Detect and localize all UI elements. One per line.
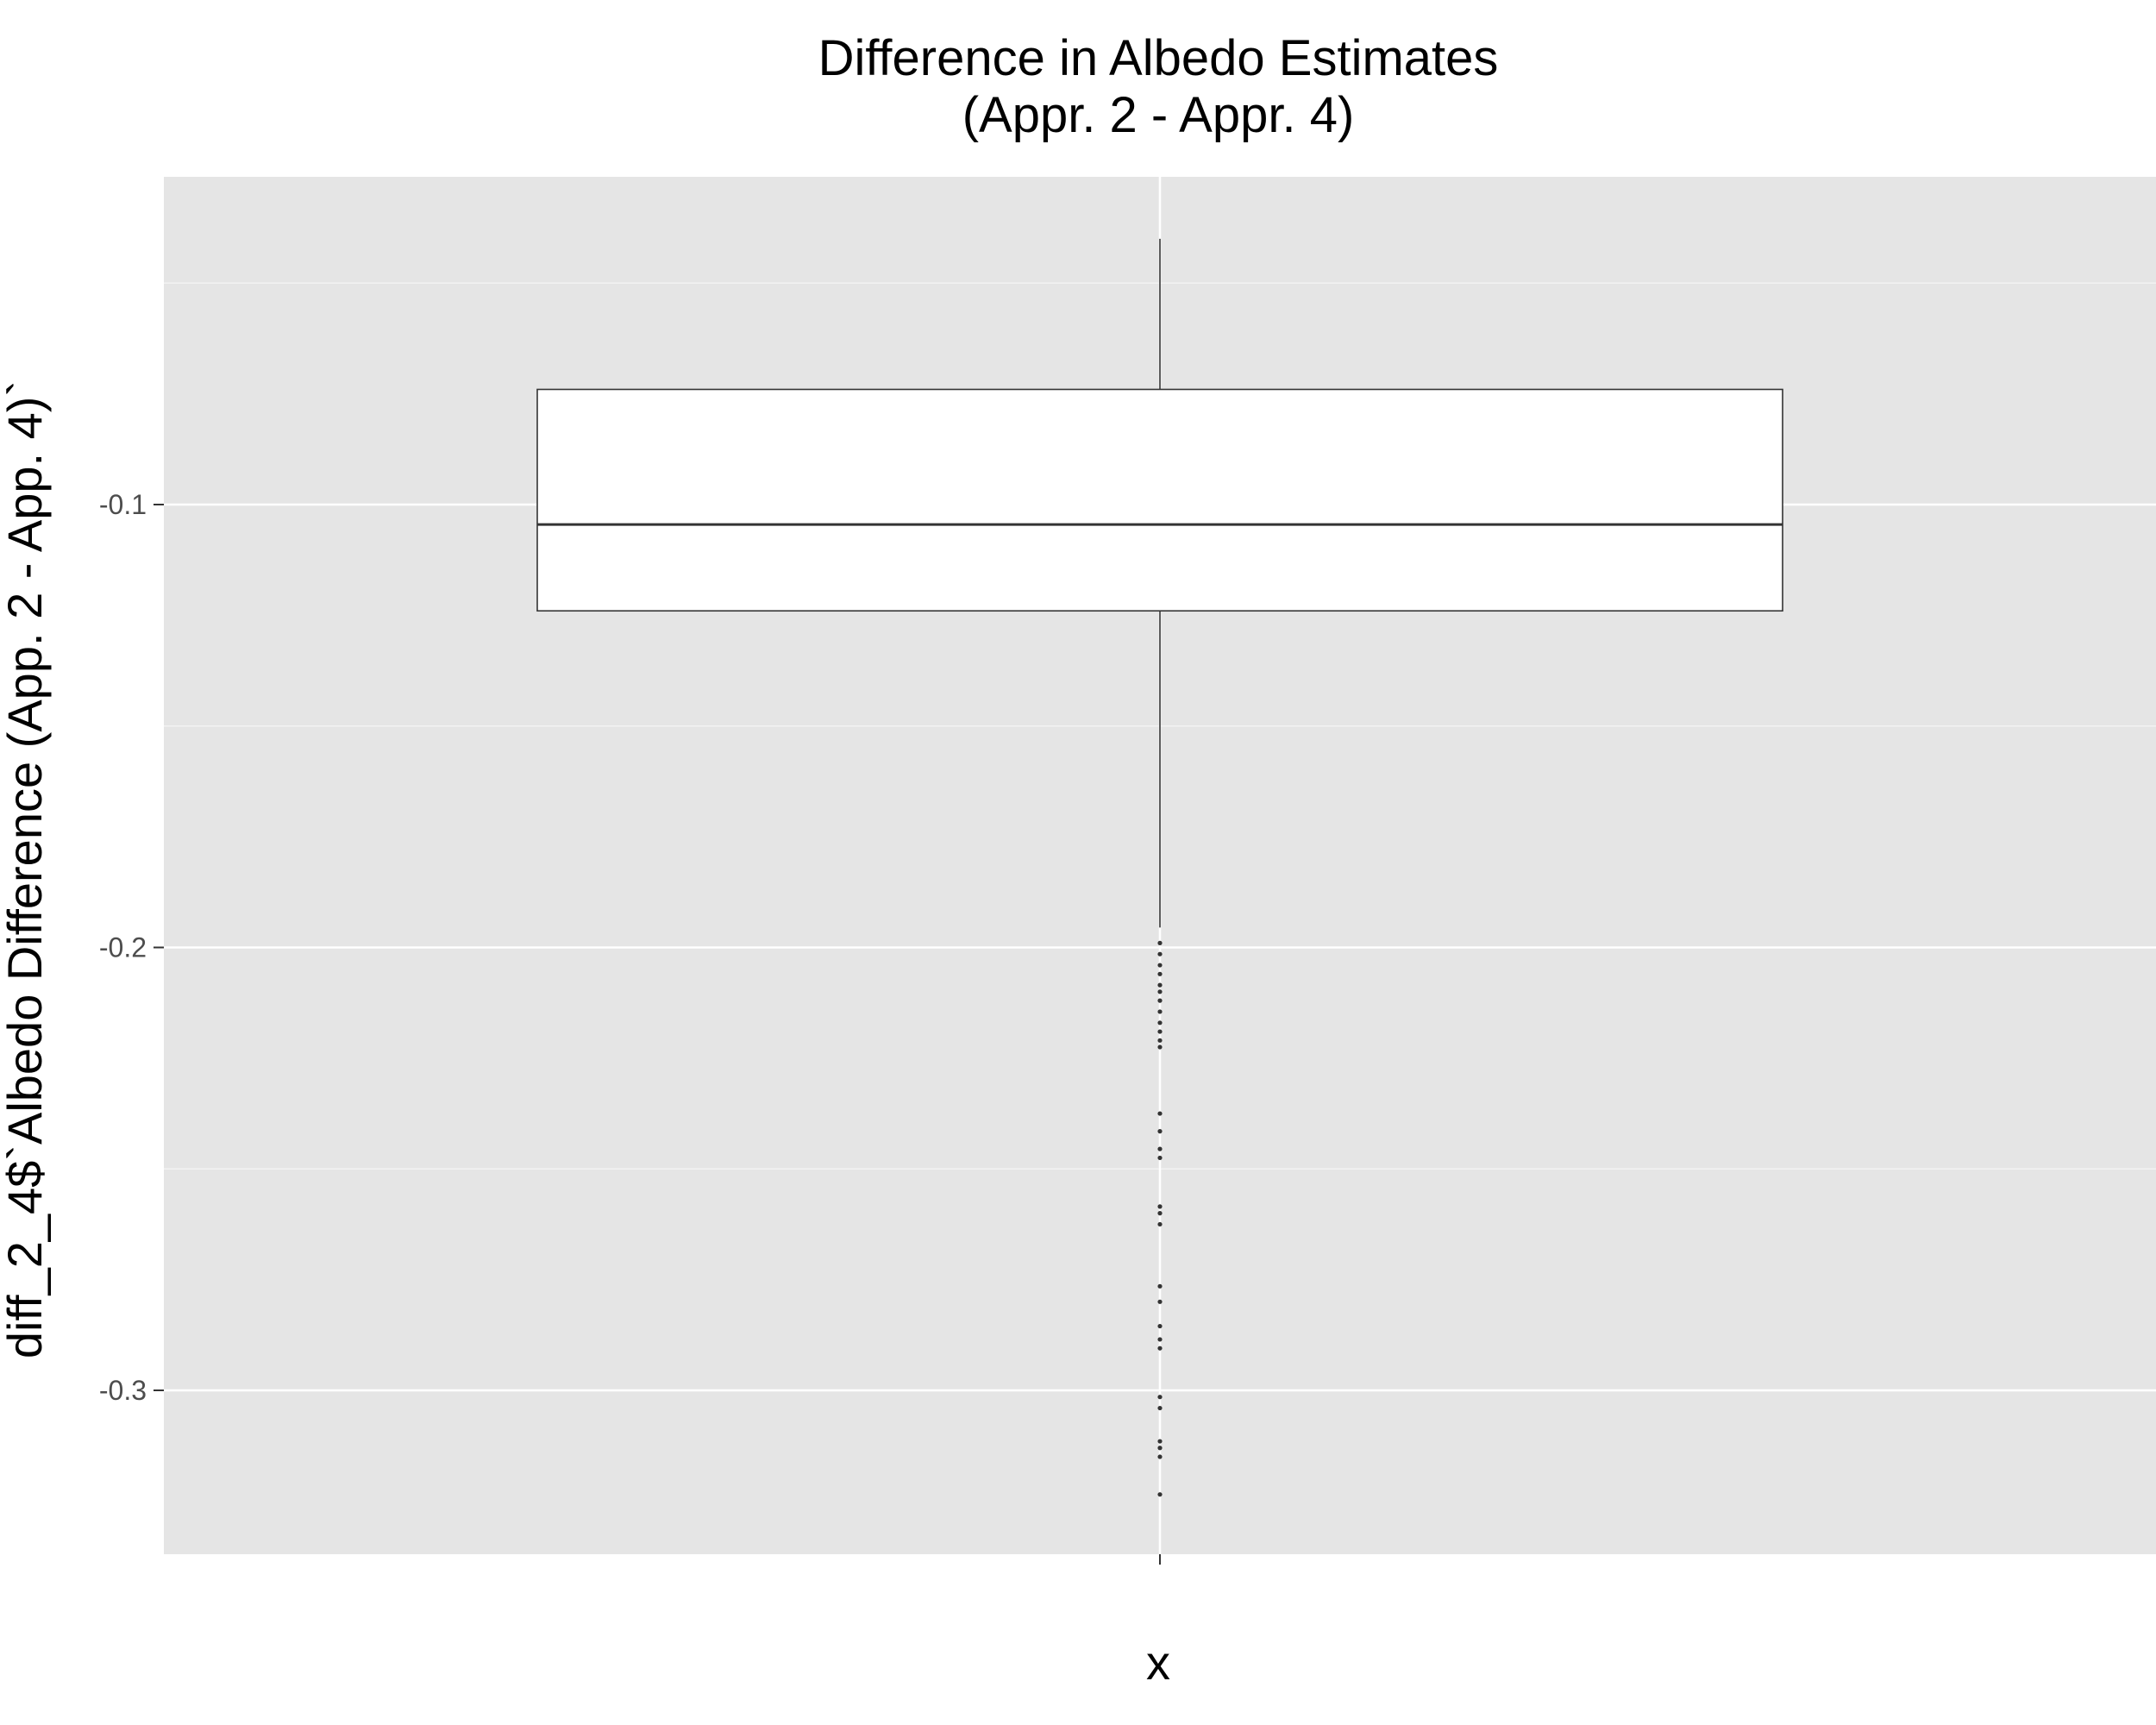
outlier-point (1157, 963, 1163, 968)
outlier-point (1157, 1346, 1163, 1351)
outlier-point (1157, 1146, 1163, 1151)
outlier-points (1157, 940, 1163, 1497)
outlier-point (1157, 1009, 1163, 1014)
outlier-point (1157, 1211, 1163, 1216)
chart-title-line-1: Difference in Albedo Estimates (818, 30, 1499, 86)
y-axis: -0.1 -0.2 -0.3 (99, 489, 1161, 1565)
outlier-point (1157, 1405, 1163, 1411)
outlier-point (1157, 1221, 1163, 1227)
y-tick-label: -0.3 (99, 1375, 147, 1406)
outlier-point (1157, 1283, 1163, 1289)
outlier-point (1157, 1323, 1163, 1329)
outlier-point (1157, 1337, 1163, 1342)
boxplot (536, 238, 1783, 928)
outlier-point (1157, 1439, 1163, 1444)
outlier-point (1157, 1029, 1163, 1034)
outlier-point (1157, 1446, 1163, 1451)
outlier-point (1157, 1454, 1163, 1459)
outlier-point (1157, 982, 1163, 988)
outlier-point (1157, 1038, 1163, 1043)
chart-title-line-2: (Appr. 2 - Appr. 4) (962, 87, 1355, 143)
outlier-point (1157, 1395, 1163, 1400)
y-axis-title: diff_2_4$`Albedo Difference (App. 2 - Ap… (0, 380, 52, 1358)
y-tick-label: -0.2 (99, 932, 147, 963)
outlier-point (1157, 971, 1163, 976)
outlier-point (1157, 1129, 1163, 1134)
outlier-point (1157, 1299, 1163, 1304)
outlier-point (1157, 1204, 1163, 1209)
outlier-point (1157, 1044, 1163, 1050)
outlier-point (1157, 1155, 1163, 1161)
box-iqr (536, 388, 1783, 612)
x-axis-title: x (1146, 1635, 1170, 1690)
outlier-point (1157, 1492, 1163, 1497)
outlier-point (1157, 998, 1163, 1003)
y-tick-label: -0.1 (99, 489, 147, 520)
outlier-point (1157, 989, 1163, 994)
outlier-point (1157, 1111, 1163, 1116)
outlier-point (1157, 940, 1163, 945)
outlier-point (1157, 1020, 1163, 1026)
outlier-point (1157, 951, 1163, 957)
